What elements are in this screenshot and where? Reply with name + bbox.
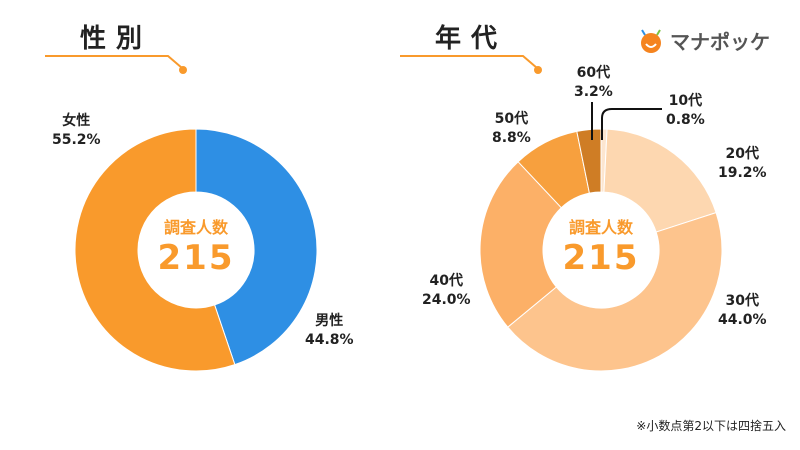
label-male: 男性 44.8% xyxy=(305,312,354,350)
gender-title: 性別 xyxy=(80,24,153,54)
label-50s: 50代 8.8% xyxy=(492,110,531,148)
center-label: 調査人数 xyxy=(163,218,228,237)
age-center: 調査人数 215 xyxy=(541,214,661,278)
value: 44.8% xyxy=(305,332,354,348)
value: 8.8% xyxy=(492,130,531,146)
category: 男性 xyxy=(315,313,344,329)
category: 60代 xyxy=(576,65,611,81)
category: 20代 xyxy=(725,146,760,162)
title-underline-age xyxy=(400,55,542,74)
label-10s: 10代 0.8% xyxy=(666,92,705,130)
value: 19.2% xyxy=(718,165,767,181)
label-female: 女性 55.2% xyxy=(52,112,101,150)
pie-slice-男性 xyxy=(195,128,318,366)
pie-slice-60代 xyxy=(576,128,602,194)
category: 女性 xyxy=(62,113,91,129)
label-60s: 60代 3.2% xyxy=(574,64,613,102)
title-underline-gender xyxy=(45,55,187,74)
gender-center: 調査人数 215 xyxy=(136,214,256,278)
value: 44.0% xyxy=(718,312,767,328)
center-label: 調査人数 xyxy=(568,218,633,237)
pie-slice-女性 xyxy=(74,128,236,372)
logo-text: マナポッケ xyxy=(670,30,770,54)
label-40s: 40代 24.0% xyxy=(422,272,471,310)
label-20s: 20代 19.2% xyxy=(718,145,767,183)
logo-face-icon xyxy=(641,28,661,53)
category: 10代 xyxy=(668,93,703,109)
leader-lines xyxy=(591,102,662,140)
center-value: 215 xyxy=(157,238,235,278)
category: 40代 xyxy=(429,273,464,289)
manapokke-logo: マナポッケ xyxy=(638,26,770,55)
center-value: 215 xyxy=(562,238,640,278)
pie-slice-30代 xyxy=(507,211,723,372)
value: 55.2% xyxy=(52,132,101,148)
category: 50代 xyxy=(494,111,529,127)
value: 24.0% xyxy=(422,292,471,308)
value: 0.8% xyxy=(666,112,705,128)
age-title: 年代 xyxy=(435,24,508,54)
value: 3.2% xyxy=(574,84,613,100)
rounding-note: ※小数点第2以下は四捨五入 xyxy=(636,419,786,433)
pie-slice-40代 xyxy=(479,161,563,328)
category: 30代 xyxy=(725,293,760,309)
label-30s: 30代 44.0% xyxy=(718,292,767,330)
